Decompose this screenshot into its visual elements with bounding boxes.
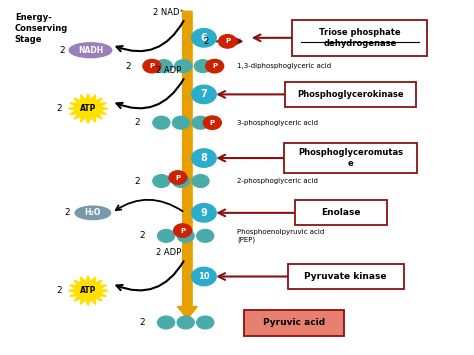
Circle shape bbox=[173, 224, 191, 237]
Circle shape bbox=[191, 204, 216, 222]
Circle shape bbox=[157, 316, 174, 329]
Circle shape bbox=[143, 59, 161, 73]
Text: Phosphoenolpyruvic acid
(PEP): Phosphoenolpyruvic acid (PEP) bbox=[237, 229, 324, 242]
Text: 7: 7 bbox=[201, 89, 207, 99]
Polygon shape bbox=[68, 276, 108, 306]
Text: Pyruvate kinase: Pyruvate kinase bbox=[304, 272, 387, 281]
Text: 2: 2 bbox=[203, 37, 209, 46]
Circle shape bbox=[219, 35, 237, 48]
Circle shape bbox=[203, 116, 221, 130]
Circle shape bbox=[175, 60, 192, 72]
Circle shape bbox=[169, 171, 187, 184]
Text: 2 ADP: 2 ADP bbox=[156, 248, 181, 257]
Text: 2-phosphoglyceric acid: 2-phosphoglyceric acid bbox=[237, 178, 318, 184]
Ellipse shape bbox=[75, 206, 110, 220]
FancyBboxPatch shape bbox=[285, 82, 416, 107]
Circle shape bbox=[192, 116, 209, 129]
Text: P: P bbox=[210, 120, 215, 126]
Polygon shape bbox=[68, 94, 108, 124]
Circle shape bbox=[153, 175, 170, 187]
FancyBboxPatch shape bbox=[244, 310, 344, 336]
Text: Phosphoglycerokinase: Phosphoglycerokinase bbox=[297, 90, 404, 99]
FancyArrow shape bbox=[177, 11, 197, 319]
FancyBboxPatch shape bbox=[292, 20, 428, 56]
Text: 2: 2 bbox=[139, 231, 145, 240]
Text: Pyruvic acid: Pyruvic acid bbox=[263, 318, 325, 327]
Circle shape bbox=[177, 229, 194, 242]
Circle shape bbox=[173, 175, 190, 187]
Text: ATP: ATP bbox=[80, 286, 96, 295]
Text: Energy-
Conserving
Stage: Energy- Conserving Stage bbox=[15, 13, 68, 44]
Text: Phosphoglyceromutas
e: Phosphoglyceromutas e bbox=[298, 148, 403, 168]
Circle shape bbox=[191, 149, 216, 167]
Text: P: P bbox=[212, 63, 217, 69]
Circle shape bbox=[191, 85, 216, 104]
FancyBboxPatch shape bbox=[288, 264, 404, 289]
Text: 8: 8 bbox=[201, 153, 207, 163]
Circle shape bbox=[153, 116, 170, 129]
Text: 2: 2 bbox=[56, 104, 62, 113]
Circle shape bbox=[194, 60, 211, 72]
Text: 2 ADP: 2 ADP bbox=[156, 66, 181, 75]
Circle shape bbox=[177, 316, 194, 329]
Text: 2 NAD⁺: 2 NAD⁺ bbox=[153, 7, 184, 17]
Text: 1,3-diphosphoglyceric acid: 1,3-diphosphoglyceric acid bbox=[237, 63, 331, 69]
Text: P: P bbox=[180, 228, 185, 234]
Text: P: P bbox=[225, 38, 230, 44]
Text: ATP: ATP bbox=[80, 104, 96, 113]
Text: 2: 2 bbox=[139, 318, 145, 327]
FancyBboxPatch shape bbox=[284, 143, 417, 173]
Circle shape bbox=[206, 59, 224, 73]
Text: H₂O: H₂O bbox=[85, 208, 101, 217]
Circle shape bbox=[192, 175, 209, 187]
Text: 9: 9 bbox=[201, 208, 207, 218]
Text: NADH: NADH bbox=[78, 46, 103, 55]
Text: 2: 2 bbox=[56, 286, 62, 295]
Text: Enolase: Enolase bbox=[321, 208, 361, 217]
Text: P: P bbox=[175, 175, 181, 180]
Circle shape bbox=[191, 29, 216, 47]
Text: 6: 6 bbox=[201, 33, 207, 43]
Text: 2: 2 bbox=[135, 176, 140, 186]
Text: 2: 2 bbox=[64, 208, 70, 217]
Text: 2: 2 bbox=[59, 46, 64, 55]
Text: P: P bbox=[149, 63, 155, 69]
Circle shape bbox=[157, 229, 174, 242]
Circle shape bbox=[191, 267, 216, 286]
Circle shape bbox=[173, 116, 190, 129]
Text: 10: 10 bbox=[198, 272, 210, 281]
Text: 3-phosphoglyceric acid: 3-phosphoglyceric acid bbox=[237, 120, 318, 126]
FancyBboxPatch shape bbox=[295, 200, 387, 225]
Text: i: i bbox=[238, 38, 240, 44]
Circle shape bbox=[197, 229, 214, 242]
Ellipse shape bbox=[69, 43, 112, 58]
Text: 2: 2 bbox=[125, 62, 131, 71]
Text: 2: 2 bbox=[135, 118, 140, 127]
Text: Triose phosphate
dehydrogenase: Triose phosphate dehydrogenase bbox=[319, 28, 401, 48]
Circle shape bbox=[197, 316, 214, 329]
Circle shape bbox=[155, 60, 172, 72]
